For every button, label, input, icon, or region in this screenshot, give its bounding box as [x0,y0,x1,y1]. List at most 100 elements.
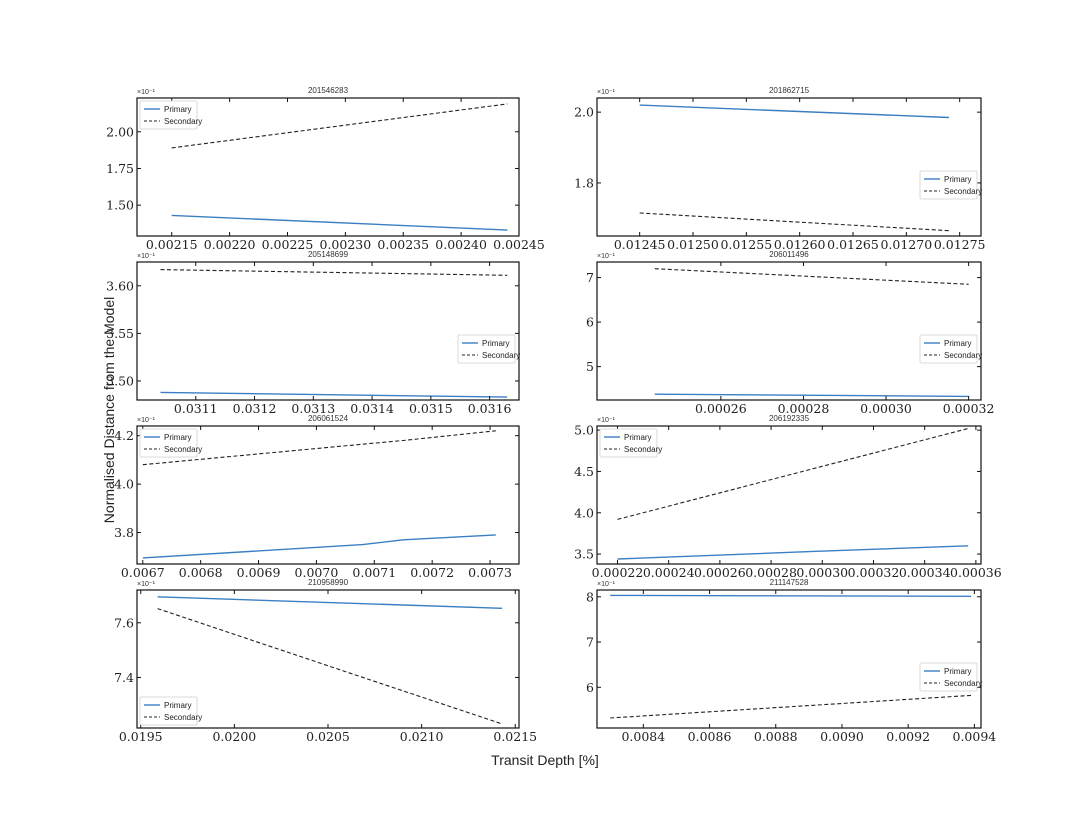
legend: Primary Secondary [599,428,662,458]
y-tick-label: 3.8 [114,525,134,540]
series-line-primary [157,596,503,609]
x-tick-label: 0.01245 [614,237,666,252]
x-tick-label: 0.01250 [667,237,719,252]
legend-label: Primary [944,339,972,348]
axes-frame [596,261,982,401]
x-tick-label: 0.0067 [121,565,165,580]
series-line-secondary [160,269,508,276]
y-tick-label: 6 [586,680,594,695]
legend-label: Secondary [482,351,520,360]
legend-label: Secondary [164,117,202,126]
y-multiplier: ×10⁻¹ [597,581,616,588]
y-multiplier: ×10⁻¹ [597,417,616,424]
y-multiplier: ×10⁻¹ [597,89,616,96]
chart-panel-8: 211147528 ×10⁻¹ 0.0084 0.0086 0.0088 0.0090 0.… [586,578,996,744]
panel-title: 211147528 [770,578,809,587]
x-tick-label: 0.0086 [688,729,732,744]
y-tick-label: 4.0 [114,477,134,492]
y-tick-label: 7 [586,270,594,285]
x-tick-label: 0.01275 [934,237,986,252]
chart-panel-5: 206061524 ×10⁻¹ 0.0067 0.0068 0.0069 0.0070 0.… [114,414,520,580]
x-tick-label: 0.0088 [754,729,798,744]
y-axis-title: Normalised Distance from the Model [101,297,117,523]
legend-box [919,662,978,692]
y-tick-label: 3.50 [106,373,134,388]
legend: Primary Secondary [919,334,982,364]
legend-label: Primary [624,433,652,442]
legend-label: Secondary [944,351,982,360]
x-tick-label: 0.0313 [291,401,335,416]
y-tick-label: 7.6 [114,615,134,630]
chart-panel-6: 206192335×10⁻¹0.00022 0.00024 0.00026 0.000… [574,414,1002,580]
x-tick-label: 0.0210 [400,729,444,744]
legend-box [919,170,978,200]
y-tick-label: 6 [586,315,594,330]
x-tick-label: 0.00030 [796,565,848,580]
axes-frame [596,589,982,729]
y-tick-label: 4.5 [574,464,594,479]
y-multiplier: ×10⁻¹ [137,253,156,260]
series-line-secondary [157,608,503,725]
legend-label: Primary [944,175,972,184]
y-tick-label: 1.50 [106,198,134,213]
axes-frame [136,261,520,401]
x-tick-label: 0.01255 [720,237,772,252]
panel-title: 206061524 [308,414,349,423]
y-multiplier: ×10⁻¹ [137,581,156,588]
x-tick-label: 0.00026 [694,565,746,580]
y-multiplier: ×10⁻¹ [137,417,156,424]
panel-title: 206011496 [769,250,809,259]
y-tick-label: 7 [586,635,594,650]
legend-box [139,696,198,726]
panel-title: 210958990 [308,578,349,587]
x-tick-label: 0.0073 [468,565,512,580]
x-tick-label: 0.0070 [295,565,339,580]
x-tick-label: 0.00215 [146,237,198,252]
y-tick-label: 3.60 [106,278,134,293]
y-tick-label: 3.5 [574,547,594,562]
x-tick-label: 0.0215 [493,729,537,744]
x-axis-title: Transit Depth [%] [491,752,599,768]
series-line-primary [610,594,972,597]
series-line-secondary [617,427,969,520]
x-tick-label: 0.0072 [410,565,454,580]
x-tick-label: 0.0069 [237,565,281,580]
x-tick-label: 0.0200 [212,729,256,744]
series-line-primary [654,393,969,398]
series-line-primary [142,534,496,559]
x-tick-label: 0.00220 [204,237,256,252]
legend-label: Secondary [164,445,202,454]
chart-panel-2: 201862715×10⁻¹0.01245 0.01250 0.01255 0.012… [574,86,985,252]
chart-panel-1: 201546283 ×10⁻¹ 0.00215 0.00220 0.00225 0.002… [106,86,545,252]
legend-box [139,100,198,130]
series-line-secondary [171,103,508,149]
x-tick-label: 0.01270 [880,237,932,252]
chart-panel-4: 206011496 ×10⁻¹ 0.00026 0.00028 0.00030 0.000… [586,250,994,416]
legend-label: Secondary [164,713,202,722]
y-tick-label: 7.4 [114,670,134,685]
x-tick-label: 0.0195 [119,729,163,744]
x-tick-label: 0.0071 [352,565,396,580]
legend-label: Primary [482,339,510,348]
series-line-primary [171,214,508,231]
axes-frame [136,425,520,565]
x-tick-label: 0.0092 [886,729,930,744]
legend: Primary Secondary [919,662,982,692]
x-tick-label: 0.0312 [233,401,277,416]
x-tick-label: 0.00036 [950,565,1002,580]
chart-panel-3: 205148699 ×10⁻¹ 0.0311 0.0312 0.0313 0.0314 0.… [106,250,520,416]
y-tick-label: 1.8 [574,175,594,190]
legend-label: Primary [164,433,192,442]
axes-frame [596,97,982,237]
x-tick-label: 0.0205 [306,729,350,744]
x-tick-label: 0.00034 [899,565,951,580]
series-line-secondary [142,430,496,466]
x-tick-label: 0.00235 [377,237,429,252]
x-tick-label: 0.00030 [860,401,912,416]
x-tick-label: 0.00028 [745,565,797,580]
x-tick-label: 0.0094 [953,729,997,744]
x-tick-label: 0.0090 [820,729,864,744]
legend: Primary Secondary [139,100,202,130]
series-line-secondary [654,268,969,285]
legend: Primary Secondary [139,696,202,726]
